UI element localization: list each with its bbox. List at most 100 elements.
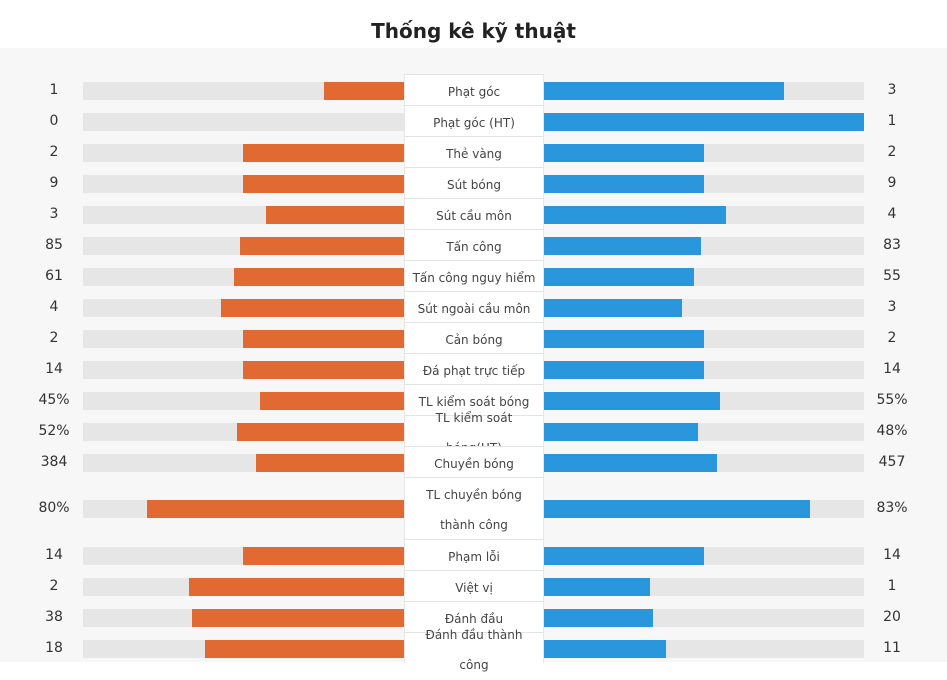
away-bar-fill	[544, 174, 704, 193]
home-bar-fill	[192, 608, 404, 627]
home-value: 384	[40, 453, 68, 470]
away-value: 3	[887, 298, 897, 315]
home-value: 4	[49, 298, 59, 315]
home-value: 2	[49, 577, 59, 594]
stats-list: 1 Phạt góc 3 0 Phạt góc (HT) 1 2 Thẻ vàng 2 9 Sút …	[0, 74, 947, 672]
away-bar-track	[544, 422, 864, 441]
away-bar-track	[544, 267, 864, 286]
away-bar-fill	[544, 608, 653, 627]
home-bar-fill	[240, 236, 404, 255]
home-bar-fill	[256, 453, 404, 472]
home-value: 0	[49, 112, 59, 129]
stat-row: 18 Đánh đầu thành công 11	[0, 628, 947, 672]
home-bar-fill	[221, 298, 404, 317]
stat-row: 2 Cản bóng 2	[0, 322, 947, 353]
away-bar-track	[544, 608, 864, 627]
home-bar-track	[83, 174, 404, 193]
stat-label: Sút cầu môn	[404, 198, 544, 229]
away-bar-track	[544, 577, 864, 596]
home-bar-track	[83, 236, 404, 255]
home-value: 52%	[38, 422, 70, 439]
home-bar-fill	[324, 81, 404, 100]
home-bar-track	[83, 500, 404, 518]
home-bar-track	[83, 81, 404, 100]
home-bar-fill	[237, 422, 404, 441]
away-bar-fill	[544, 546, 704, 565]
away-bar-track	[544, 546, 864, 565]
away-bar-track	[544, 360, 864, 379]
stat-label: Tấn công nguy hiểm	[404, 260, 544, 291]
away-bar-fill	[544, 391, 720, 410]
away-bar-fill	[544, 329, 704, 348]
away-bar-fill	[544, 639, 666, 658]
home-bar-track	[83, 577, 404, 596]
stat-label: Chuyền bóng	[404, 446, 544, 477]
stat-label: Thẻ vàng	[404, 136, 544, 167]
away-bar-track	[544, 205, 864, 224]
away-value: 4	[887, 205, 897, 222]
away-bar-track	[544, 391, 864, 410]
home-value: 14	[45, 546, 63, 563]
stat-row: 3 Sút cầu môn 4	[0, 198, 947, 229]
stat-label: Cản bóng	[404, 322, 544, 353]
home-bar-track	[83, 205, 404, 224]
away-bar-track	[544, 453, 864, 472]
stat-row: 384 Chuyền bóng 457	[0, 446, 947, 477]
stat-row: 14 Đá phạt trực tiếp 14	[0, 353, 947, 384]
home-bar-fill	[205, 639, 404, 658]
away-value: 3	[887, 81, 897, 98]
away-value: 48%	[876, 422, 908, 439]
home-bar-fill	[243, 546, 404, 565]
away-bar-track	[544, 143, 864, 162]
home-bar-track	[83, 422, 404, 441]
away-bar-fill	[544, 298, 682, 317]
home-bar-track	[83, 298, 404, 317]
away-bar-fill	[544, 577, 650, 596]
stat-label: Tấn công	[404, 229, 544, 260]
home-value: 1	[49, 81, 59, 98]
away-value: 2	[887, 329, 897, 346]
stat-label: TL kiểm soát bóng(HT)	[404, 411, 544, 455]
page-title: Thống kê kỹ thuật	[0, 0, 947, 48]
home-bar-track	[83, 608, 404, 627]
home-value: 61	[45, 267, 63, 284]
away-value: 20	[883, 608, 901, 625]
stat-label: Phạm lỗi	[404, 539, 544, 570]
home-bar-track	[83, 453, 404, 472]
home-bar-track	[83, 329, 404, 348]
stat-label: TL kiểm soát bóng	[404, 384, 544, 415]
home-value: 85	[45, 236, 63, 253]
away-bar-track	[544, 500, 864, 518]
away-bar-track	[544, 174, 864, 193]
away-value: 2	[887, 143, 897, 160]
home-bar-track	[83, 639, 404, 658]
home-value: 38	[45, 608, 63, 625]
stat-label: TL chuyền bóng thành công	[404, 477, 544, 539]
home-bar-fill	[234, 267, 404, 286]
stat-row: 2 Việt vị 1	[0, 570, 947, 601]
stat-label: Đánh đầu thành công	[404, 628, 544, 672]
home-value: 2	[49, 329, 59, 346]
away-bar-track	[544, 236, 864, 255]
home-bar-fill	[147, 500, 404, 518]
away-value: 11	[883, 639, 901, 656]
away-bar-track	[544, 298, 864, 317]
home-value: 80%	[38, 500, 70, 516]
away-bar-fill	[544, 453, 717, 472]
stat-row: 85 Tấn công 83	[0, 229, 947, 260]
stat-label: Sút bóng	[404, 167, 544, 198]
home-bar-track	[83, 360, 404, 379]
stat-row: 4 Sút ngoài cầu môn 3	[0, 291, 947, 322]
away-bar-fill	[544, 500, 810, 518]
home-bar-fill	[260, 391, 404, 410]
stat-label: Sút ngoài cầu môn	[404, 291, 544, 322]
stat-label: Đánh đầu	[404, 601, 544, 632]
away-bar-fill	[544, 81, 784, 100]
stat-label: Việt vị	[404, 570, 544, 601]
home-bar-fill	[243, 329, 404, 348]
away-value: 55	[883, 267, 901, 284]
away-value: 9	[887, 174, 897, 191]
home-bar-fill	[243, 174, 404, 193]
stat-row: 2 Thẻ vàng 2	[0, 136, 947, 167]
